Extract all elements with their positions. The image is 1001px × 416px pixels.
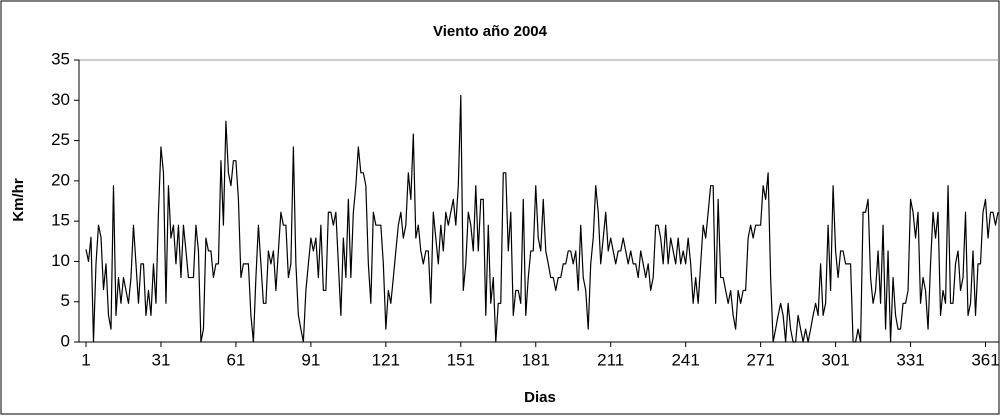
y-tick-label: 20 bbox=[51, 170, 70, 189]
y-tick-label: 10 bbox=[51, 251, 70, 270]
y-tick-label: 35 bbox=[51, 49, 70, 68]
y-tick-label: 15 bbox=[51, 211, 70, 230]
x-tick-label: 361 bbox=[971, 350, 999, 369]
x-tick-label: 31 bbox=[151, 350, 170, 369]
data-line bbox=[85, 94, 999, 343]
x-tick-label: 151 bbox=[447, 350, 475, 369]
y-tick-label: 5 bbox=[61, 291, 70, 310]
x-tick-label: 61 bbox=[226, 350, 245, 369]
x-axis-label: Dias bbox=[524, 389, 556, 406]
y-tick-label: 0 bbox=[61, 331, 70, 350]
x-tick-label: 91 bbox=[301, 350, 320, 369]
x-tick-label: 241 bbox=[671, 350, 699, 369]
chart-title: Viento año 2004 bbox=[433, 23, 548, 40]
x-tick-label: 211 bbox=[597, 350, 624, 369]
x-tick-label: 1 bbox=[81, 350, 90, 369]
y-tick-label: 30 bbox=[51, 90, 70, 109]
x-tick-label: 121 bbox=[372, 350, 400, 369]
x-tick-label: 271 bbox=[746, 350, 774, 369]
x-tick-label: 331 bbox=[896, 350, 924, 369]
x-tick-label: 181 bbox=[522, 350, 550, 369]
y-axis-label: Km/hr bbox=[10, 178, 27, 222]
y-tick-label: 25 bbox=[51, 130, 70, 149]
x-tick-label: 301 bbox=[821, 350, 849, 369]
